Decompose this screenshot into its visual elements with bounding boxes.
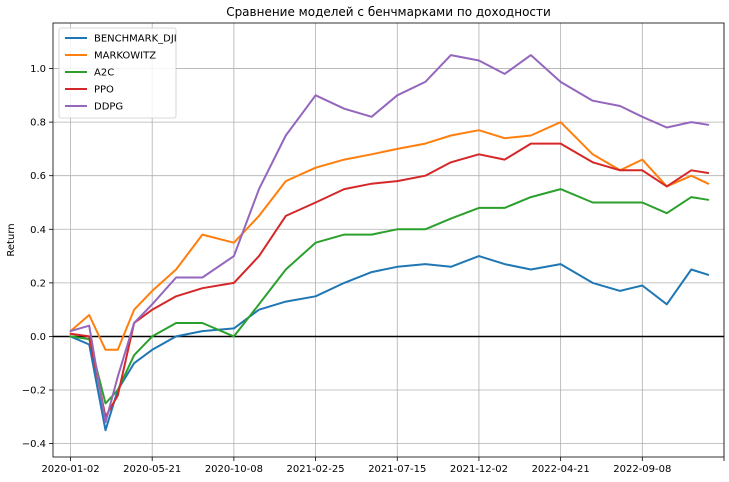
x-axis: 2020-01-02 2020-05-21 2020-10-08 2021-02-25…	[41, 457, 725, 475]
x-tick-label: 2020-01-02	[41, 464, 99, 475]
y-tick-label: 1.0	[30, 64, 46, 75]
x-tick-label: 2021-02-25	[287, 464, 345, 475]
y-tick-label: 0.6	[30, 171, 46, 182]
y-tick-label: 0.4	[30, 225, 46, 236]
series-line-ppo	[69, 142, 710, 418]
legend-entry: A2C	[94, 68, 114, 79]
y-tick-label: −0.2	[22, 386, 46, 397]
series-layer	[69, 54, 710, 432]
y-tick-label: 0.8	[30, 118, 46, 129]
x-tick-label: 2022-09-08	[613, 464, 671, 475]
x-tick-label: 2021-12-02	[450, 464, 508, 475]
legend: BENCHMARK_DJI MARKOWITZ A2C PPO DDPG	[58, 27, 177, 119]
y-tick-label: −0.4	[22, 439, 46, 450]
series-line-a2c	[69, 188, 710, 405]
series-line-benchmark-dji	[69, 255, 710, 432]
series-line-markowitz	[69, 121, 710, 351]
legend-entry: DDPG	[94, 102, 123, 113]
legend-entry: MARKOWITZ	[94, 51, 156, 62]
x-tick-label: 2022-04-21	[532, 464, 590, 475]
legend-box	[58, 27, 177, 119]
y-tick-label: 0.2	[30, 278, 46, 289]
series-line-ddpg	[69, 54, 710, 424]
legend-entry: PPO	[94, 85, 114, 96]
y-axis-label: Return	[6, 223, 17, 256]
plot-frame	[52, 22, 725, 458]
x-tick-label: 2021-07-15	[368, 464, 426, 475]
y-axis: −0.4 −0.2 0.0 0.2 0.4 0.6 0.8 1.0	[22, 64, 53, 450]
x-tick-label: 2020-10-08	[205, 464, 263, 475]
x-tick-label: 2020-05-21	[123, 464, 181, 475]
chart-title: Сравнение моделей с бенчмарками по доход…	[226, 5, 551, 19]
legend-entry: BENCHMARK_DJI	[94, 34, 177, 45]
y-tick-label: 0.0	[30, 332, 46, 343]
